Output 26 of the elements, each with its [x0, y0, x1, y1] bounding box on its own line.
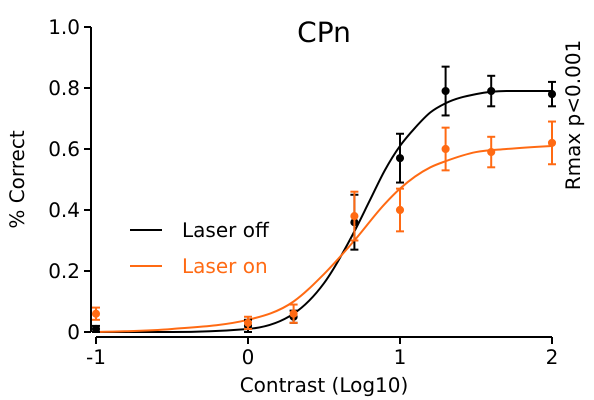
x-tick-label: 1 — [394, 345, 406, 369]
y-tick-label: 0.8 — [48, 76, 80, 100]
point — [92, 310, 100, 318]
point — [548, 138, 556, 147]
point — [487, 86, 496, 96]
legend-label: Laser off — [182, 218, 270, 242]
text: Rmax p<0.001 — [561, 40, 585, 190]
chart-title: CPn — [297, 16, 351, 49]
legend-label: Laser on — [182, 254, 268, 278]
y-tick-label: 0.6 — [48, 137, 80, 161]
point — [442, 86, 450, 96]
point — [548, 90, 556, 98]
x-axis-title: Contrast (Log10) — [240, 373, 408, 397]
y-axis-title: % Correct — [5, 130, 29, 229]
x-tick-label: -1 — [86, 345, 106, 369]
point — [396, 206, 404, 214]
point — [396, 154, 404, 162]
point — [442, 144, 450, 154]
y-tick-label: 1.0 — [48, 15, 80, 39]
y-tick-label: 0.2 — [48, 259, 80, 283]
y-tick-label: 0 — [67, 320, 80, 344]
x-tick-label: 2 — [546, 345, 558, 369]
point — [350, 212, 358, 220]
point — [487, 148, 496, 156]
y-tick-label: 0.4 — [48, 198, 80, 222]
x-tick-label: 0 — [242, 345, 254, 369]
